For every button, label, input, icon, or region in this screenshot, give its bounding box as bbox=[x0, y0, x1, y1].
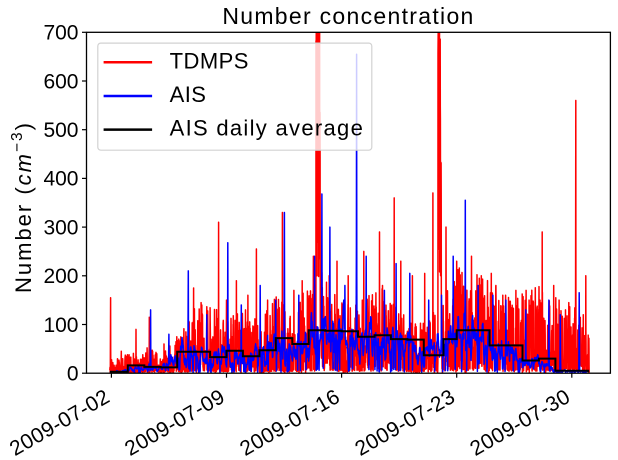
svg-text:400: 400 bbox=[43, 168, 78, 191]
svg-text:500: 500 bbox=[43, 119, 78, 142]
svg-text:TDMPS: TDMPS bbox=[170, 48, 249, 73]
svg-text:700: 700 bbox=[43, 22, 78, 45]
svg-text:AIS: AIS bbox=[170, 82, 207, 107]
svg-text:0: 0 bbox=[67, 363, 79, 386]
svg-text:100: 100 bbox=[43, 314, 78, 337]
svg-text:Number concentration: Number concentration bbox=[222, 3, 474, 29]
svg-text:AIS daily average: AIS daily average bbox=[170, 115, 365, 140]
svg-text:200: 200 bbox=[43, 265, 78, 288]
svg-text:300: 300 bbox=[43, 216, 78, 239]
svg-text:600: 600 bbox=[43, 70, 78, 93]
